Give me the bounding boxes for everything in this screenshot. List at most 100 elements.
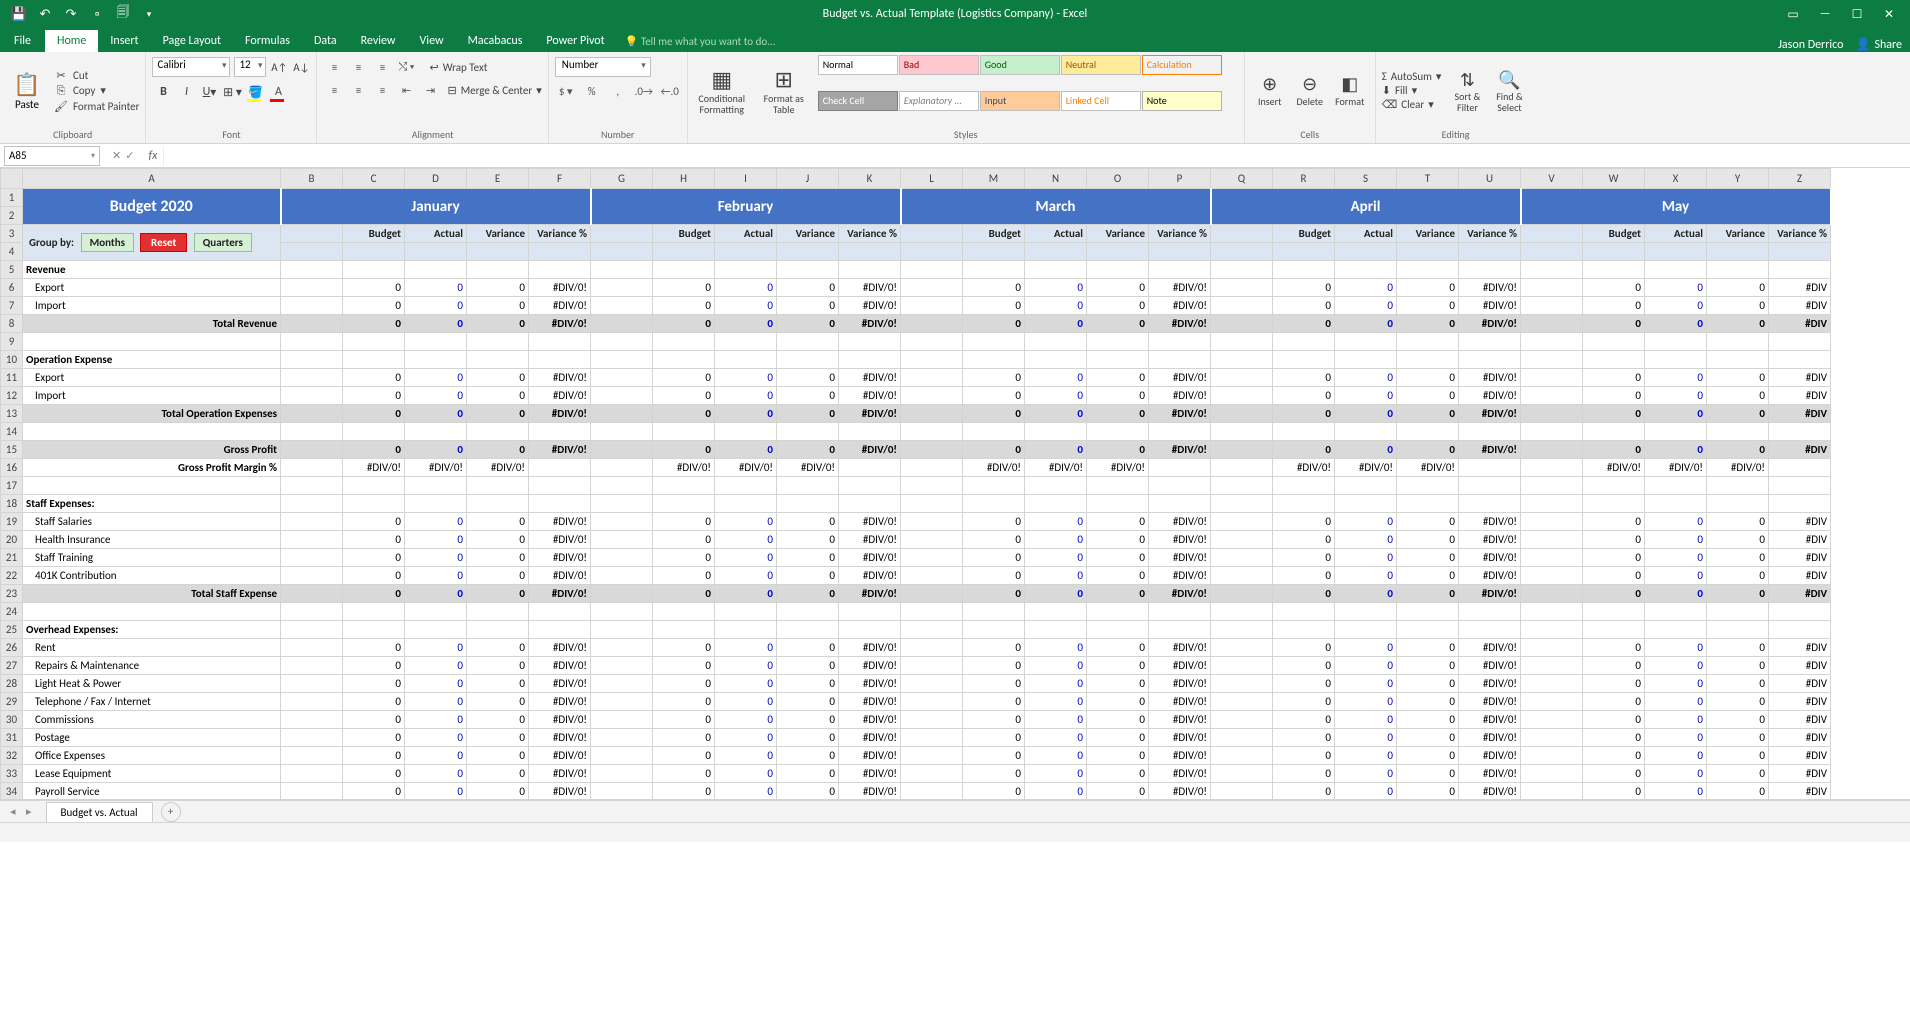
cell[interactable]: 0 [1583, 675, 1645, 693]
cell[interactable]: 0 [405, 747, 467, 765]
column-header[interactable]: A [23, 169, 281, 189]
cell[interactable]: 0 [1397, 441, 1459, 459]
cell[interactable] [901, 729, 963, 747]
cell[interactable]: 0 [963, 675, 1025, 693]
cell[interactable]: 0 [1583, 639, 1645, 657]
cell[interactable] [281, 747, 343, 765]
cell[interactable]: 0 [1645, 531, 1707, 549]
cell[interactable]: #DIV/0! [963, 459, 1025, 477]
style-cell[interactable]: Input [980, 91, 1060, 111]
cell[interactable] [1273, 261, 1335, 279]
cell[interactable] [1769, 477, 1831, 495]
row-label[interactable]: Staff Salaries [23, 513, 281, 531]
cell[interactable]: 0 [653, 765, 715, 783]
cell[interactable]: 0 [1087, 549, 1149, 567]
cell[interactable] [529, 261, 591, 279]
row-header[interactable]: 6 [1, 279, 23, 297]
style-cell[interactable]: Normal [818, 55, 898, 75]
cell[interactable] [839, 261, 901, 279]
cell[interactable] [1769, 423, 1831, 441]
cell[interactable]: #DIV/0! [839, 747, 901, 765]
month-header[interactable]: March [901, 189, 1211, 225]
cell[interactable] [343, 495, 405, 513]
cell[interactable]: 0 [653, 387, 715, 405]
row-header[interactable]: 15 [1, 441, 23, 459]
cell[interactable]: 0 [405, 279, 467, 297]
cell[interactable] [1149, 495, 1211, 513]
cell[interactable]: #DIV [1769, 315, 1831, 333]
cell[interactable]: 0 [963, 639, 1025, 657]
cell[interactable] [1521, 315, 1583, 333]
cell[interactable] [281, 243, 343, 261]
cell[interactable]: #DIV/0! [529, 315, 591, 333]
cell[interactable]: 0 [343, 711, 405, 729]
cell[interactable] [1211, 405, 1273, 423]
qat-customize-icon[interactable]: ▾ [138, 3, 160, 25]
font-size-select[interactable]: 12 [234, 57, 266, 77]
cell[interactable]: 0 [1397, 675, 1459, 693]
cell[interactable] [281, 513, 343, 531]
cell[interactable] [281, 297, 343, 315]
cell[interactable]: #DIV/0! [1149, 297, 1211, 315]
cell[interactable]: 0 [715, 783, 777, 801]
column-header[interactable]: G [591, 169, 653, 189]
cell[interactable]: 0 [777, 765, 839, 783]
cell[interactable]: 0 [653, 369, 715, 387]
cell[interactable]: 0 [1645, 693, 1707, 711]
undo-icon[interactable]: ↶ [34, 3, 56, 25]
cell[interactable] [901, 279, 963, 297]
cell[interactable] [1211, 477, 1273, 495]
cell[interactable] [1521, 405, 1583, 423]
cell[interactable]: #DIV/0! [1459, 279, 1521, 297]
cell[interactable]: 0 [343, 405, 405, 423]
cell[interactable] [901, 657, 963, 675]
row-header[interactable]: 1 [1, 189, 23, 207]
months-button[interactable]: Months [81, 233, 134, 252]
cell[interactable] [901, 369, 963, 387]
row-header[interactable]: 18 [1, 495, 23, 513]
cell[interactable] [777, 423, 839, 441]
cell[interactable] [653, 477, 715, 495]
cell[interactable] [23, 477, 281, 495]
row-header[interactable]: 25 [1, 621, 23, 639]
cell[interactable] [1459, 495, 1521, 513]
cell[interactable] [839, 351, 901, 369]
cell[interactable]: 0 [1583, 747, 1645, 765]
column-header[interactable]: N [1025, 169, 1087, 189]
cell[interactable]: #DIV [1769, 567, 1831, 585]
subheader-cell[interactable]: Budget [653, 225, 715, 243]
cell[interactable]: 0 [1335, 315, 1397, 333]
row-label[interactable]: Office Expenses [23, 747, 281, 765]
cell[interactable]: 0 [963, 387, 1025, 405]
cell[interactable]: #DIV/0! [1583, 459, 1645, 477]
cell[interactable]: #DIV [1769, 729, 1831, 747]
cell[interactable]: 0 [1397, 639, 1459, 657]
cell[interactable] [1645, 495, 1707, 513]
cell[interactable]: #DIV [1769, 549, 1831, 567]
row-header[interactable]: 5 [1, 261, 23, 279]
cell[interactable] [281, 423, 343, 441]
cell[interactable] [901, 531, 963, 549]
cell[interactable]: 0 [1397, 783, 1459, 801]
cell[interactable] [281, 549, 343, 567]
cell[interactable] [901, 603, 963, 621]
cell[interactable]: 0 [1025, 783, 1087, 801]
cell[interactable] [1025, 243, 1087, 261]
cell[interactable]: 0 [405, 711, 467, 729]
cell[interactable]: 0 [1335, 747, 1397, 765]
cell[interactable] [591, 333, 653, 351]
row-header[interactable]: 23 [1, 585, 23, 603]
cell[interactable]: 0 [1025, 693, 1087, 711]
cell[interactable]: 0 [653, 657, 715, 675]
qat-icon[interactable]: ▫ [86, 3, 108, 25]
cell[interactable] [1211, 315, 1273, 333]
cell[interactable]: #DIV/0! [839, 657, 901, 675]
cell[interactable]: 0 [1397, 387, 1459, 405]
cell[interactable]: 0 [1273, 297, 1335, 315]
column-header[interactable]: E [467, 169, 529, 189]
redo-icon[interactable]: ↷ [60, 3, 82, 25]
cell[interactable]: #DIV/0! [839, 531, 901, 549]
cell[interactable] [591, 621, 653, 639]
cell[interactable]: 0 [343, 387, 405, 405]
cell[interactable]: 0 [343, 315, 405, 333]
